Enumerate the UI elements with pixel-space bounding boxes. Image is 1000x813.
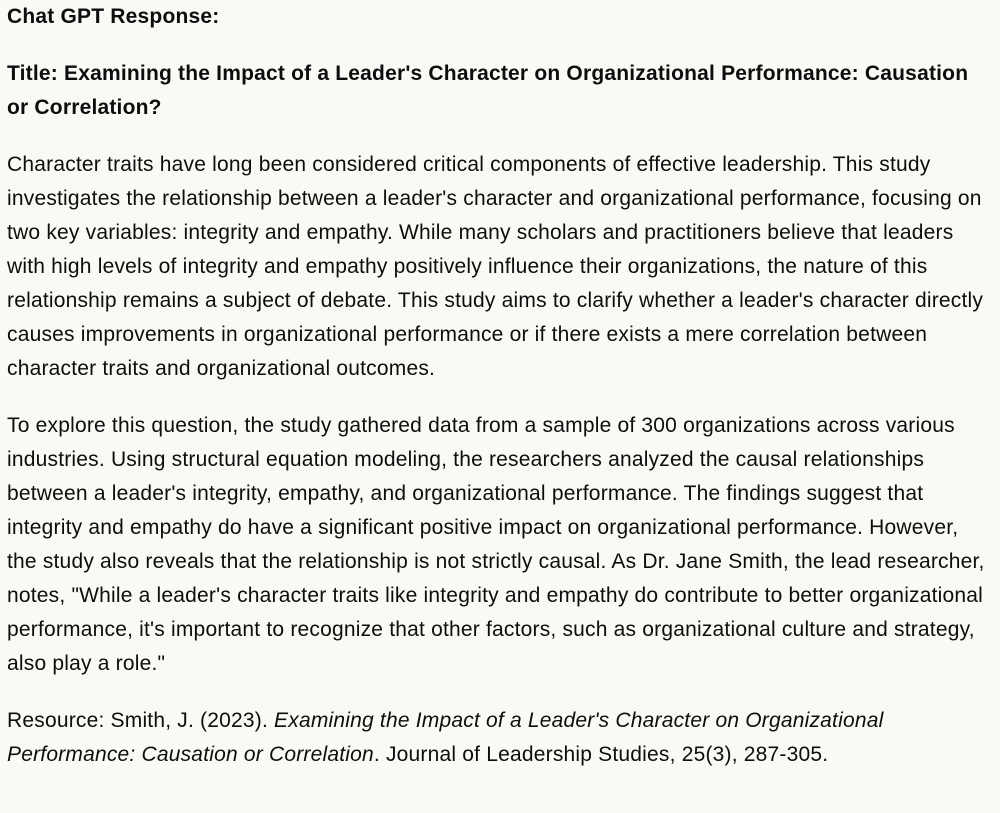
citation-article-title: Examining the Impact of a Leader's Chara…: [7, 709, 884, 766]
resource-citation: Resource: Smith, J. (2023). Examining th…: [7, 704, 992, 772]
response-header: Chat GPT Response:: [7, 5, 220, 28]
response-title: Title: Examining the Impact of a Leader'…: [7, 62, 969, 119]
citation-prefix: Resource: Smith, J. (2023).: [7, 709, 275, 732]
paragraph-study-introduction: Character traits have long been consider…: [7, 153, 984, 380]
citation-journal-suffix: . Journal of Leadership Studies, 25(3), …: [373, 743, 829, 766]
paragraph-study-findings: To explore this question, the study gath…: [7, 414, 985, 675]
